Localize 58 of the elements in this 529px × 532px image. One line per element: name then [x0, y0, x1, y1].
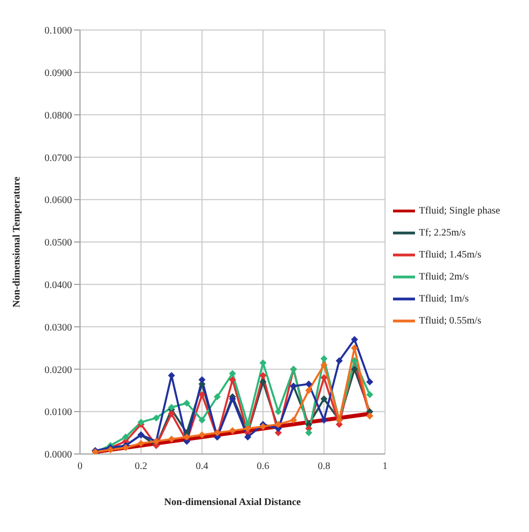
point	[305, 380, 312, 388]
point	[152, 414, 160, 422]
point	[366, 391, 374, 398]
legend-label: Tfluid; 1.45m/s	[419, 249, 482, 260]
legend-label: Tf; 2.25m/s	[419, 227, 466, 238]
point	[214, 393, 221, 400]
point	[198, 431, 206, 438]
point	[183, 400, 190, 407]
y-tick-label: 0.0700	[44, 152, 72, 164]
y-tick-label: 0.0400	[44, 280, 72, 291]
point	[138, 440, 144, 447]
point	[320, 361, 328, 368]
x-tick-label: 0.4	[196, 461, 208, 472]
point	[168, 410, 175, 418]
x-tick-label: 0.6	[256, 461, 270, 472]
point	[366, 378, 374, 386]
point	[244, 425, 252, 432]
point	[198, 416, 206, 424]
point	[229, 427, 236, 434]
y-tick-label: 0.1000	[44, 26, 72, 37]
y-axis-title: Non-dimensional Temperature	[12, 176, 23, 308]
point	[260, 372, 266, 380]
x-axis-title: Non-dimensional Axial Distance	[164, 497, 302, 508]
point	[351, 366, 358, 373]
legend-label: Tfluid; 2m/s	[419, 271, 469, 282]
point	[214, 429, 221, 436]
point	[198, 376, 206, 384]
x-tick-label: 0	[78, 461, 82, 472]
point	[168, 436, 175, 443]
y-tick-label: 0.0800	[44, 110, 72, 122]
point	[320, 416, 328, 424]
x-tick-label: 0.2	[134, 461, 148, 472]
legend-label: Tfluid; 1m/s	[419, 293, 469, 304]
point	[244, 434, 252, 441]
y-tick-label: 0.0500	[44, 238, 72, 249]
point	[290, 416, 297, 424]
x-tick-label: 0.8	[318, 461, 330, 472]
y-tick-label: 0.0300	[44, 322, 72, 334]
y-tick-label: 0.0900	[44, 68, 72, 79]
point	[122, 434, 130, 441]
legend-label: Tfluid; Single phase	[419, 205, 500, 216]
y-tick-label: 0.0200	[44, 364, 72, 376]
point	[274, 408, 282, 416]
y-tick-label: 0.0100	[44, 407, 72, 418]
y-tick-label: 0.0600	[44, 195, 72, 206]
x-tick-label: 1	[382, 461, 388, 472]
point	[336, 357, 343, 364]
point	[198, 391, 206, 398]
point	[305, 386, 312, 394]
point	[305, 429, 312, 436]
y-tick-label: 0.0000	[44, 450, 72, 461]
legend-label: Tfluid; 0.55m/s	[419, 315, 482, 326]
point	[274, 420, 282, 428]
point	[183, 434, 190, 441]
point	[229, 370, 236, 377]
point	[260, 378, 266, 386]
point	[351, 336, 358, 344]
point	[320, 395, 328, 402]
